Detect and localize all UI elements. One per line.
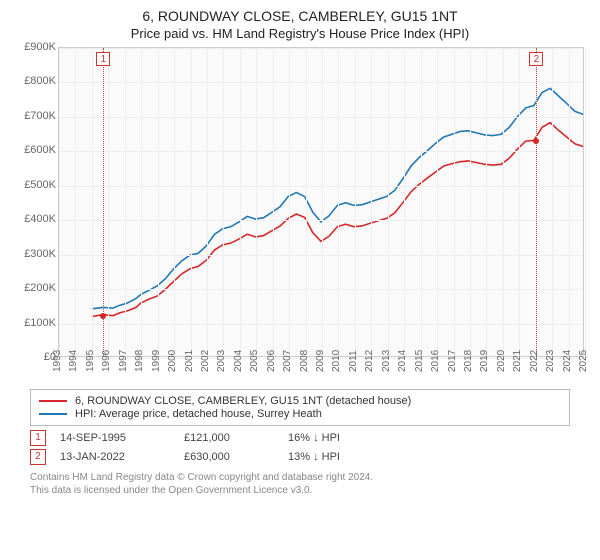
x-axis-label: 2014 [397,350,408,372]
footnote-line: Contains HM Land Registry data © Crown c… [30,472,373,483]
legend-item: 6, ROUNDWAY CLOSE, CAMBERLEY, GU15 1NT (… [39,395,561,407]
sale-row: 2 13-JAN-2022 £630,000 13% ↓ HPI [30,449,570,465]
y-axis-label: £600K [12,144,56,156]
legend: 6, ROUNDWAY CLOSE, CAMBERLEY, GU15 1NT (… [30,389,570,426]
sale-pct: 16% ↓ HPI [288,432,408,444]
sale-date: 13-JAN-2022 [60,451,170,463]
x-axis-label: 2015 [414,350,425,372]
y-axis-label: £0 [12,351,56,363]
x-axis-label: 2005 [249,350,260,372]
y-axis-label: £800K [12,75,56,87]
title-block: 6, ROUNDWAY CLOSE, CAMBERLEY, GU15 1NT P… [12,8,588,41]
chart-frame: 12 £0£100K£200K£300K£400K£500K£600K£700K… [12,43,588,383]
sale-date: 14-SEP-1995 [60,432,170,444]
sale-marker-box: 1 [96,52,110,66]
plot-area: 12 [58,47,584,357]
x-axis-label: 2002 [200,350,211,372]
y-axis-label: £500K [12,179,56,191]
sale-marker-dot [533,138,539,144]
x-axis-label: 1993 [52,350,63,372]
x-axis-label: 2008 [299,350,310,372]
x-axis-label: 2001 [184,350,195,372]
x-axis-label: 2012 [364,350,375,372]
x-axis-label: 2022 [529,350,540,372]
line-series-layer [59,48,583,356]
x-axis-label: 1995 [85,350,96,372]
x-axis-label: 2000 [167,350,178,372]
y-axis-label: £900K [12,41,56,53]
chart-container: 6, ROUNDWAY CLOSE, CAMBERLEY, GU15 1NT P… [0,0,600,560]
x-axis-label: 2013 [381,350,392,372]
sale-pct: 13% ↓ HPI [288,451,408,463]
sale-price: £121,000 [184,432,274,444]
y-axis-label: £100K [12,317,56,329]
x-axis-label: 2025 [578,350,589,372]
x-axis-label: 2010 [331,350,342,372]
x-axis-label: 1994 [68,350,79,372]
series-hpi [92,88,583,308]
legend-swatch [39,413,67,415]
y-axis-label: £400K [12,213,56,225]
x-axis-label: 2011 [348,350,359,372]
sale-marker-line [103,48,104,356]
sale-marker-line [536,48,537,356]
chart-subtitle: Price paid vs. HM Land Registry's House … [12,26,588,41]
x-axis-label: 2004 [233,350,244,372]
x-axis-label: 1996 [101,350,112,372]
sale-row: 1 14-SEP-1995 £121,000 16% ↓ HPI [30,430,570,446]
legend-item: HPI: Average price, detached house, Surr… [39,408,561,420]
x-axis-label: 2020 [496,350,507,372]
x-axis-label: 1997 [118,350,129,372]
x-axis-label: 2016 [430,350,441,372]
x-axis-label: 2003 [216,350,227,372]
x-axis-label: 2009 [315,350,326,372]
sale-marker-box: 2 [529,52,543,66]
y-axis-label: £200K [12,282,56,294]
sales-table: 1 14-SEP-1995 £121,000 16% ↓ HPI 2 13-JA… [30,430,570,465]
x-axis-label: 2018 [463,350,474,372]
chart-title: 6, ROUNDWAY CLOSE, CAMBERLEY, GU15 1NT [12,8,588,24]
sale-price: £630,000 [184,451,274,463]
x-axis-label: 2021 [512,350,523,372]
x-axis-label: 2007 [282,350,293,372]
legend-swatch [39,400,67,402]
x-axis-label: 2023 [545,350,556,372]
sale-marker-box: 1 [30,430,46,446]
legend-label: HPI: Average price, detached house, Surr… [75,408,322,420]
x-axis-label: 2024 [562,350,573,372]
footnote: Contains HM Land Registry data © Crown c… [30,471,570,497]
legend-label: 6, ROUNDWAY CLOSE, CAMBERLEY, GU15 1NT (… [75,395,411,407]
x-axis-label: 2006 [266,350,277,372]
y-axis-label: £700K [12,110,56,122]
footnote-line: This data is licensed under the Open Gov… [30,485,312,496]
sale-marker-box: 2 [30,449,46,465]
x-axis-label: 1998 [134,350,145,372]
sale-marker-dot [100,313,106,319]
x-axis-label: 2019 [479,350,490,372]
x-axis-label: 1999 [151,350,162,372]
y-axis-label: £300K [12,248,56,260]
x-axis-label: 2017 [447,350,458,372]
